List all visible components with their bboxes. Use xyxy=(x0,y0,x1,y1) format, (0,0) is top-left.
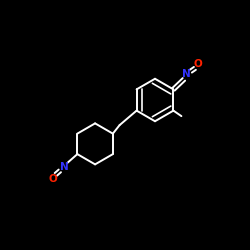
Text: O: O xyxy=(48,174,57,184)
Text: N: N xyxy=(60,162,69,172)
Text: N: N xyxy=(182,68,191,78)
Text: O: O xyxy=(194,59,202,69)
